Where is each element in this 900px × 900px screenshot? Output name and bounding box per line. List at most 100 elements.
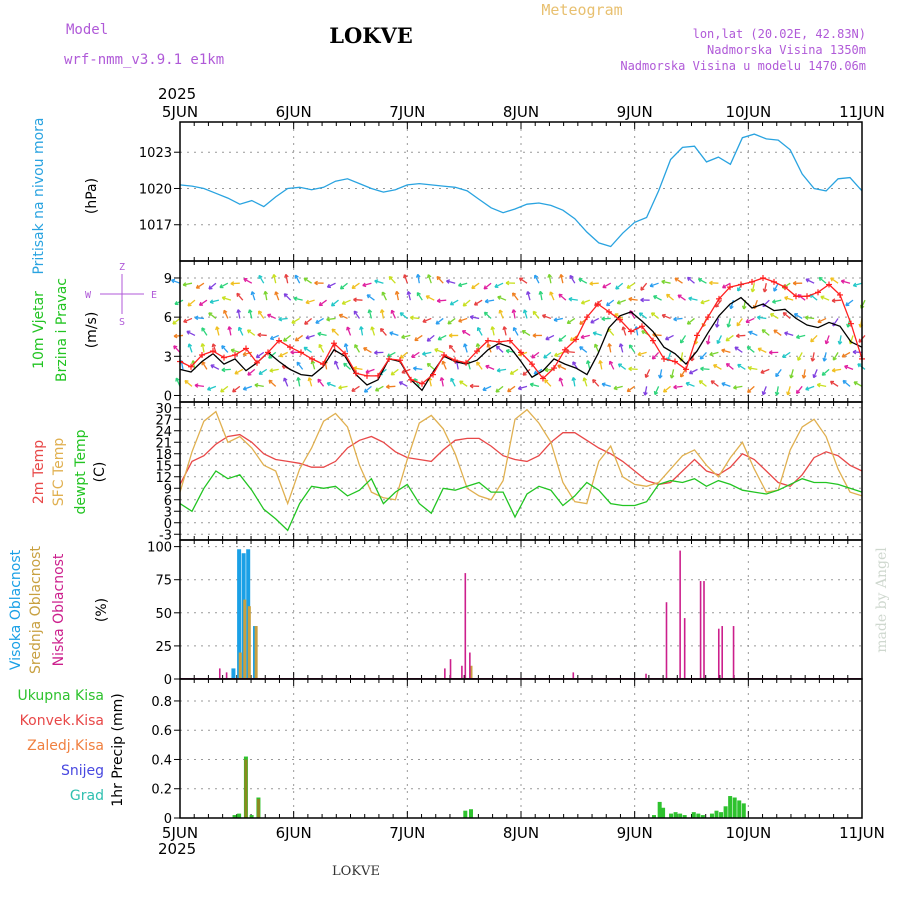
wind-arrow-head (545, 336, 549, 340)
wind-arrow (258, 275, 265, 284)
wind-arrow (805, 278, 815, 284)
total-bar (657, 801, 662, 818)
wind-arrow (619, 343, 624, 353)
ytick-label: 30 (155, 402, 172, 417)
ytick-label: 75 (155, 574, 172, 589)
wind-arrow (221, 345, 229, 353)
wind-arrow-head (194, 383, 199, 386)
wind-arrow (637, 351, 647, 356)
wind-arrow-head (238, 326, 243, 330)
wind-arrow-head (622, 326, 627, 330)
total-bar (732, 797, 737, 818)
wind-arrow (773, 329, 782, 336)
wind-arrow-head (327, 381, 331, 384)
wind-arrow (830, 277, 839, 284)
wind-arrow (459, 380, 468, 387)
wind-arrow (687, 317, 695, 325)
wind-arrow-head (386, 384, 390, 388)
wind-arrow (644, 386, 648, 396)
year-bottom: 2025 (158, 840, 196, 858)
wind-arrow-head (533, 370, 537, 375)
wind-arrow-head (173, 345, 178, 348)
wind-arrow-head (608, 343, 612, 347)
wind-arrow (497, 368, 507, 372)
wind-arrow (216, 326, 220, 336)
wind-arrow-head (482, 386, 486, 391)
wind-arrow-head (223, 309, 228, 313)
wind-arrow (315, 317, 324, 324)
cloud-low-ylabel: Niska Oblacnost (51, 553, 67, 666)
wind-arrow (171, 279, 181, 284)
wind-arrow-head (354, 310, 358, 314)
wind-arrow-head (513, 326, 517, 330)
wind-arrow (727, 318, 732, 328)
low-bar (721, 626, 723, 679)
wind-arrow (751, 283, 755, 293)
wind-arrow-head (449, 344, 454, 348)
wind-arrow-head (360, 326, 364, 330)
low-bar (717, 628, 720, 679)
wind-arrow (689, 368, 698, 375)
wind-arrow-head (533, 310, 537, 314)
wind-arrow (425, 295, 435, 301)
wind-arrow-head (494, 283, 498, 288)
wind-arrow-head (831, 367, 836, 372)
wind-arrow (223, 309, 229, 319)
wind-arrow (507, 385, 516, 393)
wind-arrow (353, 310, 361, 319)
wind-arrow (449, 344, 456, 353)
wind-arrow-head (371, 326, 375, 330)
wind-arrow (208, 312, 217, 319)
wind-arrow-head (848, 340, 851, 345)
wind-arrow-head (517, 385, 522, 390)
wind-arrow-head (462, 302, 466, 307)
wind-arrow-head (410, 315, 414, 319)
wind-arrow-head (346, 326, 351, 330)
low-bar (218, 668, 221, 679)
wind-arrow-head (290, 349, 295, 353)
wind-arrow-head (594, 343, 599, 347)
wind-arrow (400, 351, 408, 359)
wind-arrow-head (255, 354, 259, 358)
bottom-date-label: 9JUN (617, 824, 653, 842)
wind-arrow (626, 385, 636, 393)
ytick-label: 15 (155, 459, 172, 474)
wind-arrow-head (819, 276, 823, 279)
wind-arrow (353, 298, 363, 301)
wind-arrow (534, 274, 540, 284)
wind-arrow-head (353, 297, 357, 301)
wind-arrow-head (572, 377, 577, 381)
mid-bar (469, 665, 473, 679)
wind-arrow (602, 282, 612, 289)
wind-arrow (688, 297, 698, 301)
wind-arrow-head (174, 300, 178, 305)
wind-arrow (635, 326, 639, 336)
wind-arrow-head (434, 348, 439, 351)
wind-arrow (841, 351, 851, 358)
wind-arrow-head (497, 295, 502, 298)
wind-arrow-head (449, 301, 453, 305)
wind-arrow (813, 369, 818, 378)
wind-arrow-head (201, 327, 206, 330)
wind-arrow (794, 313, 803, 320)
wind-arrow-head (503, 326, 508, 330)
wind-arrow (440, 377, 444, 387)
wind-arrow (640, 282, 648, 291)
dewpt-ylabel: dewpt Temp (73, 429, 89, 514)
wind-arrow (797, 352, 803, 361)
wind-arrow-head (374, 279, 379, 282)
wind-arrow (194, 316, 204, 320)
wind-arrow-head (249, 309, 253, 313)
wind-arrow (606, 299, 615, 307)
wind-arrow-head (251, 291, 256, 295)
wind-arrow-head (407, 290, 412, 295)
total-bar (232, 815, 237, 818)
wind-arrow-head (669, 374, 673, 379)
wind-arrow-head (351, 387, 355, 392)
low-bar (461, 665, 463, 679)
wind-arrow (747, 385, 755, 393)
wind-arrow-head (722, 284, 725, 289)
ytick-label: 9 (164, 272, 172, 287)
wind-arrow-head (374, 350, 378, 354)
wind-arrow-head (601, 382, 606, 385)
